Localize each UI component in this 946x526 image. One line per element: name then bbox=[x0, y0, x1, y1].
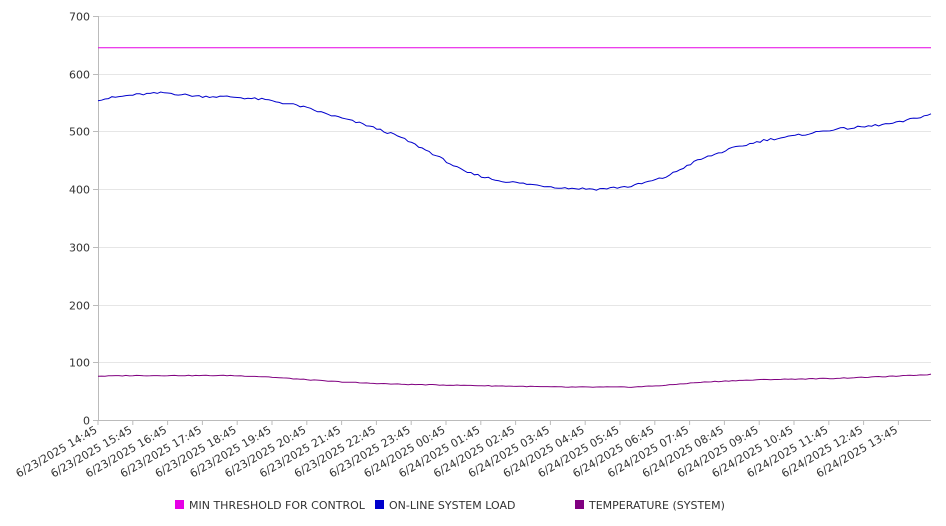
legend-label-temperature: TEMPERATURE (SYSTEM) bbox=[588, 499, 725, 512]
legend-label-system-load: ON-LINE SYSTEM LOAD bbox=[389, 499, 515, 512]
legend-label-min-threshold: MIN THRESHOLD FOR CONTROL bbox=[189, 499, 366, 512]
x-axis-ticks: 6/23/2025 14:456/23/2025 15:456/23/2025 … bbox=[14, 420, 900, 480]
grid-lines bbox=[98, 16, 931, 363]
series-line-2 bbox=[97, 373, 932, 388]
y-tick-label: 0 bbox=[83, 415, 90, 428]
y-tick-label: 300 bbox=[69, 242, 90, 255]
y-tick-label: 200 bbox=[69, 300, 90, 313]
y-tick-label: 700 bbox=[69, 11, 90, 24]
legend-swatch-min-threshold bbox=[175, 500, 184, 509]
legend-swatch-temperature bbox=[575, 500, 584, 509]
legend: MIN THRESHOLD FOR CONTROL ON-LINE SYSTEM… bbox=[175, 499, 725, 512]
legend-swatch-system-load bbox=[375, 500, 384, 509]
y-tick-label: 100 bbox=[69, 357, 90, 370]
y-tick-label: 600 bbox=[69, 69, 90, 82]
y-tick-label: 500 bbox=[69, 126, 90, 139]
y-axis-ticks: 0 100 200 300 400 500 600 700 bbox=[69, 11, 98, 428]
series-lines bbox=[97, 47, 932, 388]
series-line-1 bbox=[97, 91, 932, 191]
y-tick-label: 400 bbox=[69, 184, 90, 197]
